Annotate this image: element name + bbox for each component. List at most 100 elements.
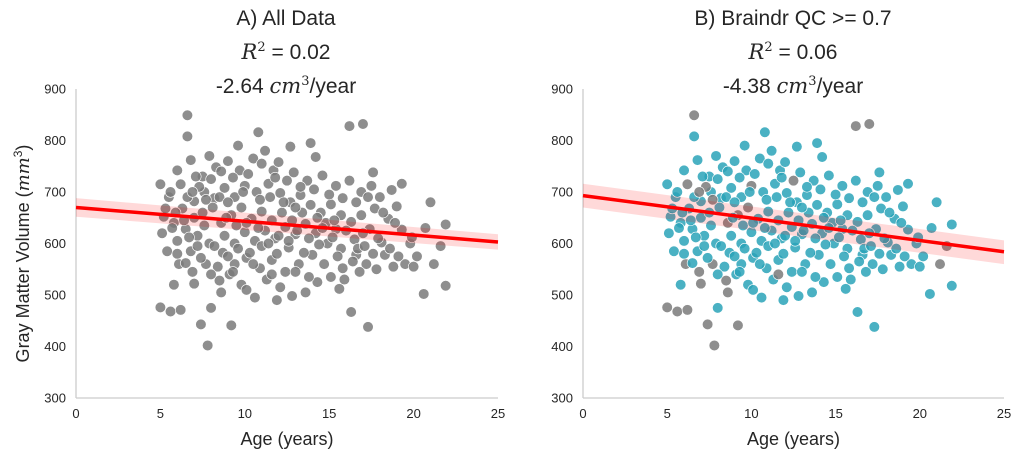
panel-a-scatter-point <box>168 279 180 291</box>
panel-a-x-tick-label: 10 <box>238 406 252 421</box>
panel-b-x-tick-label: 20 <box>913 406 927 421</box>
panel-a-scatter-point <box>311 212 323 224</box>
panel-a-x-tick-label: 15 <box>322 406 336 421</box>
panel-a-scatter-point <box>264 191 276 203</box>
panel-a-scatter-point <box>286 290 298 302</box>
panel-b-scatter-point <box>946 280 958 292</box>
panel-a-scatter-point <box>310 151 322 163</box>
panel-b-y-tick-label: 800 <box>551 133 573 148</box>
panel-b-scatter-point <box>693 266 705 278</box>
panel-b-scatter-point <box>823 169 835 182</box>
panel-b-scatter-point <box>829 188 842 201</box>
panel-a-scatter-point <box>249 291 261 304</box>
panel-a-scatter-point <box>367 248 379 260</box>
panel-a-y-tick-label: 900 <box>44 82 66 97</box>
panel-b-scatter-point <box>779 156 791 168</box>
panel-b-x-tick-label: 10 <box>744 406 758 421</box>
panel-b-scatter-point <box>838 250 850 262</box>
panel-a-scatter-point <box>365 180 378 192</box>
panel-a-scatter-point <box>171 248 183 260</box>
panel-a-scatter-point <box>386 184 398 196</box>
panel-b-scatter-point <box>925 222 938 234</box>
panel-b-scatter-point <box>811 137 823 149</box>
panel-a-scatter-point <box>411 250 423 262</box>
panel-b-scatter-point <box>777 294 789 306</box>
panel-a-scatter-point <box>272 230 285 242</box>
panel-b-slope-line: -4.38 cm3/year <box>722 74 864 98</box>
panel-b-scatter-point <box>771 191 783 203</box>
panel-b-scatter-point <box>744 186 756 198</box>
panel-b-y-tick-label: 600 <box>551 236 573 251</box>
panel-b-scatter-point <box>781 281 793 293</box>
panel-b-scatter-point <box>715 240 727 252</box>
panel-a-scatter-point <box>343 175 356 187</box>
panel-a-title-line: A) All Data <box>236 7 336 30</box>
panel-b-y-tick-label: 700 <box>551 185 573 200</box>
panel-a-scatter-point <box>294 181 307 193</box>
panel-a-scatter-point <box>435 240 447 252</box>
panel-b-scatter-point <box>853 255 865 268</box>
panel-b-scatter-point <box>728 196 741 208</box>
panel-a-y-tick-label: 400 <box>44 339 66 354</box>
panel-b-scatter-point <box>867 258 879 270</box>
panel-b-scatter-point <box>801 181 813 193</box>
panel-a-x-tick-label: 0 <box>72 406 79 421</box>
panel-a-scatter-point <box>227 266 239 278</box>
panel-b-scatter-point <box>712 173 724 185</box>
panel-b-scatter-point <box>877 263 889 275</box>
panel-b-scatter-point <box>809 271 821 283</box>
panel-b-scatter-point <box>818 212 830 224</box>
panel-a-scatter-point <box>362 191 374 203</box>
panel-a-scatter-point <box>370 263 383 275</box>
panel-b-scatter-point <box>851 216 864 228</box>
panel-a-scatter-point <box>360 258 372 270</box>
panel-a-scatter-point <box>213 274 226 287</box>
panel-b-scatter-point <box>685 214 697 226</box>
panel-b-y-tick-label: 500 <box>551 288 573 303</box>
panel-a-scatter-point <box>205 268 217 281</box>
panel-a-scatter-point <box>242 168 254 180</box>
panel-b-scatter-point <box>762 158 774 170</box>
panel-a-scatter-point <box>191 240 204 252</box>
panel-a-scatter-point <box>266 268 278 281</box>
panel-a-scatter-point <box>195 252 207 264</box>
panel-a-scatter-point <box>156 227 168 239</box>
panel-b-scatter-point <box>804 247 816 259</box>
panel-b-scatter-point <box>720 274 732 287</box>
panel-b-scatter-point <box>681 304 694 316</box>
panel-b-scatter-point <box>712 268 724 281</box>
panel-a-scatter-point <box>218 182 231 194</box>
panel-b-scatter-point <box>712 302 724 314</box>
panel-b-scatter-point <box>843 192 855 204</box>
panel-a-regression-line <box>75 205 499 244</box>
panel-a-scatter-point <box>161 245 173 257</box>
panel-a-scatter-point <box>391 200 403 213</box>
panel-a-scatter-point <box>181 109 194 121</box>
panel-b-scatter-point <box>786 266 798 278</box>
panel-a-scatter-point <box>367 166 379 179</box>
panel-b-scatter-point <box>693 186 705 198</box>
panel-b-scatter-point <box>865 240 877 252</box>
panel-b-scatter-point <box>673 222 685 234</box>
panel-b-scatter-point <box>734 266 746 278</box>
panel-b-scatter-point <box>796 266 808 278</box>
panel-b-scatter-point <box>728 250 741 262</box>
panel-a-scatter-point <box>164 186 177 198</box>
panel-b-scatter-point <box>831 271 843 283</box>
panel-a-y-tick-label: 700 <box>44 185 66 200</box>
panel-b-scatter-point <box>754 258 766 270</box>
panel-b-scatter-point <box>671 186 683 198</box>
panel-a-scatter-point <box>232 243 244 255</box>
panel-b-scatter-point <box>750 247 763 259</box>
panel-a-scatter-point <box>325 198 337 210</box>
panel-a-scatter-point <box>313 238 325 251</box>
panel-a-scatter-point <box>278 196 290 208</box>
panel-b-scatter-point <box>759 222 771 234</box>
panel-b-scatter-point <box>883 207 896 219</box>
panel-a-scatter-point <box>202 339 214 352</box>
panel-a-scatter-point <box>269 171 281 184</box>
panel-a-scatter-point <box>180 257 192 269</box>
panel-b-scatter-point <box>772 268 784 281</box>
panel-a-scatter-point <box>171 235 183 247</box>
